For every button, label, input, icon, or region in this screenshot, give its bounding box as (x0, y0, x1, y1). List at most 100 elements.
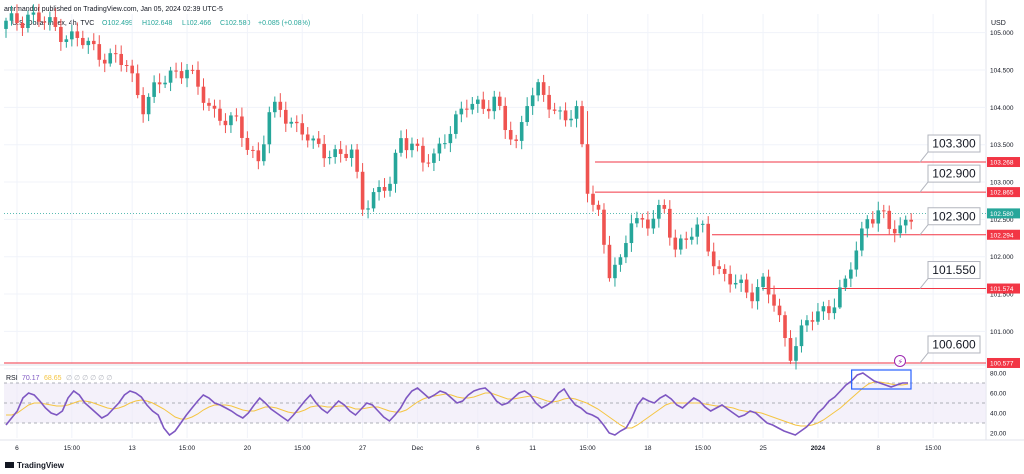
level-axis-badge (987, 357, 1020, 368)
candle-body (371, 192, 376, 209)
candle-body (865, 219, 870, 229)
callout-leader (919, 151, 929, 163)
level-callout-label: 101.550 (932, 263, 976, 277)
candle-body (53, 17, 58, 27)
candle-body (618, 257, 623, 265)
level-axis-label: 101.574 (990, 286, 1014, 293)
rsi-value: 70.17 (22, 375, 40, 382)
candle-body (558, 110, 562, 112)
candlestick-series[interactable] (4, 3, 913, 370)
candle-body (157, 82, 162, 85)
current-price-label: 102.580 (990, 211, 1014, 218)
candle-body (146, 96, 151, 115)
price-tick-label: 103.500 (990, 142, 1014, 149)
candle-body (684, 238, 689, 240)
candle-body (629, 223, 634, 244)
current-price-badge (987, 208, 1020, 219)
time-tick-label: 2024 (811, 445, 826, 452)
candle-body (410, 143, 414, 151)
rsi-ma-line (6, 381, 909, 429)
candle-body (294, 121, 299, 124)
candle-body (311, 138, 316, 141)
candle-body (722, 268, 727, 274)
candle-body (4, 20, 8, 29)
ohlc-low: L102.466 (182, 20, 211, 27)
candle-body (81, 37, 85, 46)
candle-body (591, 193, 595, 205)
candle-body (750, 292, 754, 302)
candle-body (651, 218, 656, 229)
alert-icon[interactable]: ⚡ (894, 355, 906, 367)
candle-body (607, 244, 612, 279)
candle-body (700, 223, 705, 225)
candle-body (596, 204, 601, 210)
candle-body (283, 109, 288, 124)
time-tick-label: 27 (359, 445, 367, 452)
candle-body (393, 152, 398, 184)
candle-body (470, 103, 475, 110)
candle-body (536, 82, 540, 96)
svg-text:TradingView: TradingView (17, 461, 65, 470)
ohlc-open: O102.499 (102, 20, 133, 27)
time-tick-label: 15:00 (579, 445, 596, 452)
symbol-title: U.S. Dollar Index, 4h, TVC (12, 20, 94, 27)
rsi-tick-label: 20.00 (990, 431, 1007, 438)
price-axis[interactable]: 105.000 104.500 104.000 103.500 103.000 102.5… (987, 30, 1020, 368)
time-tick-label: 11 (529, 445, 536, 452)
candle-body (152, 82, 156, 97)
time-axis[interactable]: 6 15:00 13 15:00 20 15:00 27 Dec 6 11 15:00 18 15:00… (15, 445, 941, 452)
candle-body (207, 102, 211, 106)
level-callout-label: 103.300 (932, 137, 976, 151)
candle-body (838, 287, 842, 308)
candle-body (646, 219, 650, 229)
candle-body (541, 82, 546, 95)
rsi-tick-label: 40.00 (990, 411, 1007, 418)
candle-body (196, 69, 200, 87)
candle-body (20, 22, 25, 29)
level-callout-label: 102.900 (932, 167, 976, 181)
candle-body (86, 40, 91, 46)
candle-body (377, 187, 381, 193)
candle-body (777, 305, 782, 316)
candle-body (454, 114, 458, 134)
candle-body (256, 150, 261, 162)
candle-body (892, 228, 897, 234)
candle-body (849, 269, 853, 279)
candle-body (443, 143, 447, 145)
candle-body (860, 228, 864, 251)
candle-body (349, 149, 354, 159)
ohlc-high: H102.648 (142, 20, 172, 27)
candle-body (816, 311, 820, 322)
candle-body (508, 130, 513, 140)
price-tick-label: 104.500 (990, 68, 1014, 75)
candle-body (75, 31, 80, 38)
currency-label: USD (991, 20, 1006, 27)
level-axis-label: 100.577 (990, 360, 1014, 367)
candle-body (739, 279, 743, 283)
candle-body (322, 143, 326, 159)
level-axis-badge (987, 157, 1020, 168)
candle-body (657, 204, 661, 219)
candle-body (887, 210, 892, 229)
rsi-highlight-box (851, 369, 912, 390)
candle-body (794, 346, 798, 361)
candle-body (130, 65, 134, 74)
rsi-tick-label: 80.00 (990, 371, 1007, 378)
candle-body (338, 149, 343, 154)
candle-body (706, 223, 711, 252)
time-tick-label: 15:00 (294, 445, 311, 452)
candle-body (124, 65, 129, 67)
candle-body (481, 99, 486, 109)
candle-body (15, 13, 19, 23)
level-axis-badge (987, 283, 1020, 294)
level-callouts[interactable]: 103.300 102.900 102.300 101.550 100.600 (919, 134, 981, 364)
candle-body (503, 105, 508, 131)
candle-body (772, 294, 776, 306)
candle-body (876, 210, 881, 224)
candle-body (717, 266, 721, 269)
candle-body (492, 96, 497, 112)
support-resistance-levels[interactable] (4, 161, 986, 364)
candle-body (563, 110, 568, 121)
rsi-pane[interactable]: 80.00 60.00 40.00 20.00 (4, 369, 1007, 438)
